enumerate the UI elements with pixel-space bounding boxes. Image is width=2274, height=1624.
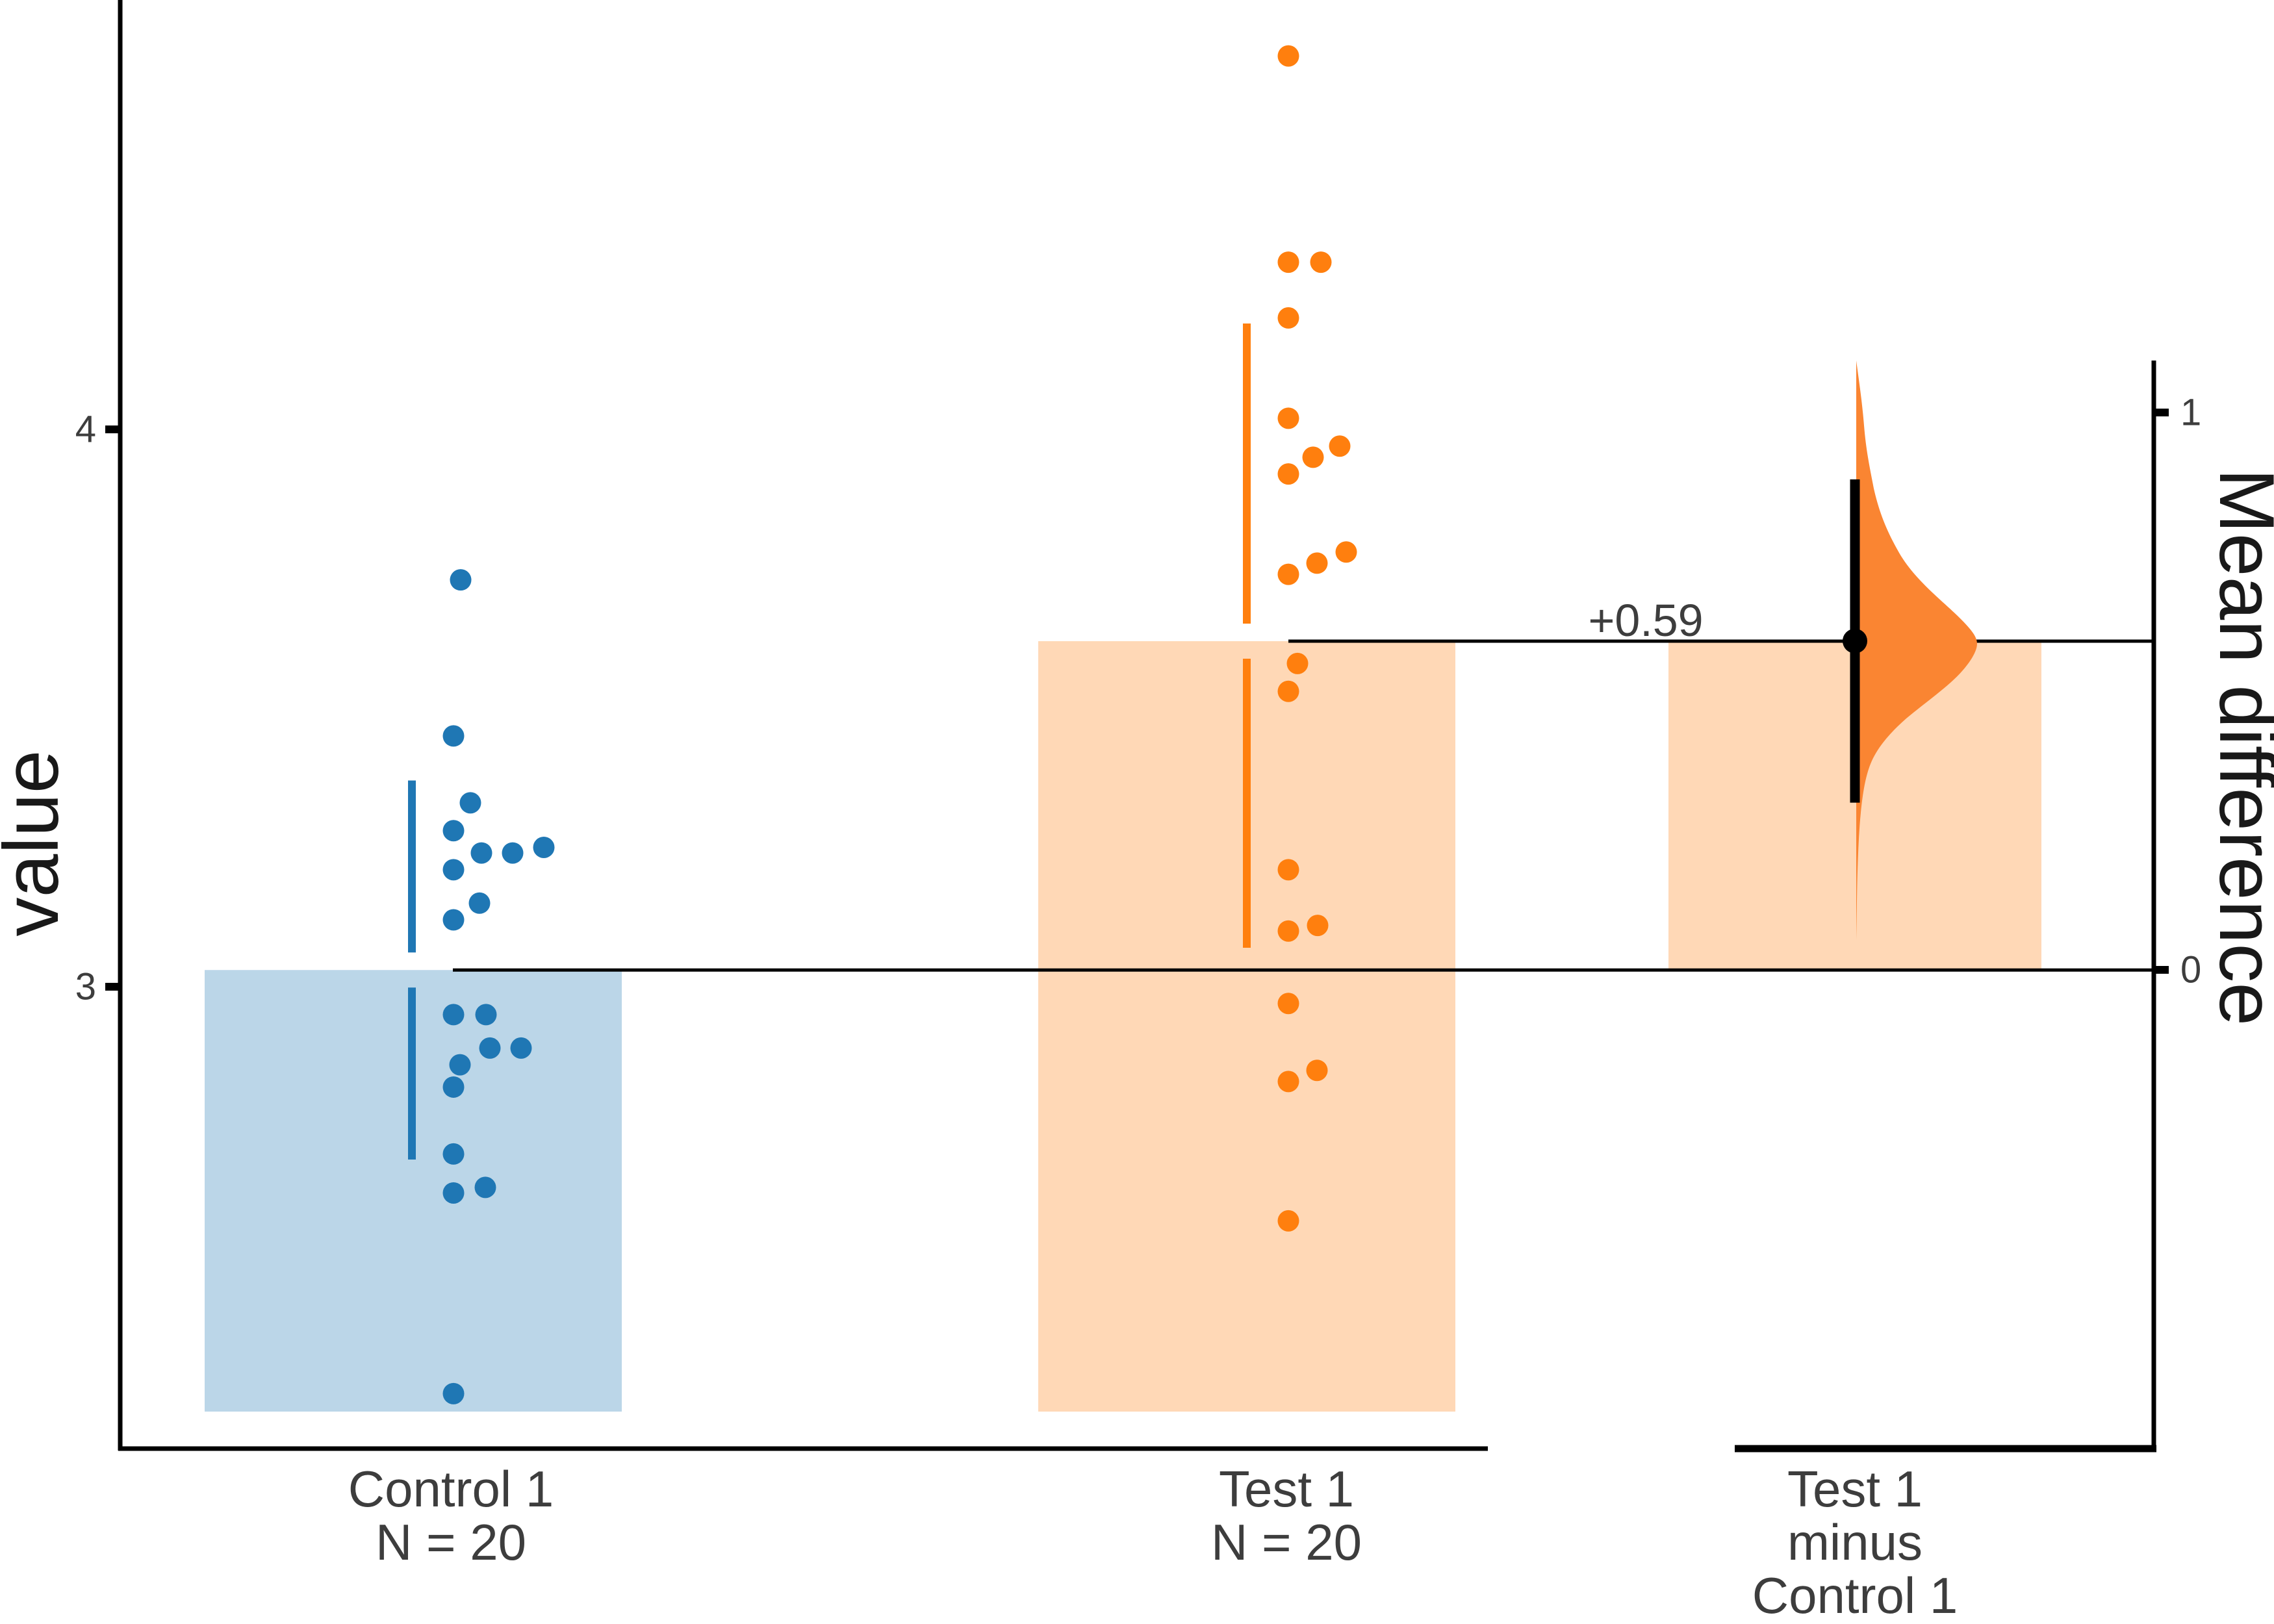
data-point [450,569,472,591]
data-point [442,1076,465,1098]
mean-lines-layer [453,639,2154,972]
labels-layer: value Mean difference 4 3 1 0 +0.59 Cont… [0,392,2274,1624]
ci-layer [1843,479,1867,803]
data-point [1310,251,1332,273]
mean-difference-annotation: +0.59 [1588,595,1703,646]
right-tick-label-0: 0 [2180,949,2201,991]
axes-layer [105,0,2169,1453]
data-point [442,725,465,747]
data-point [442,859,465,881]
sd-lines-layer [408,323,1251,1160]
data-point [1277,307,1299,329]
data-point [479,1037,501,1059]
data-point [442,909,465,931]
bootstrap-distribution-curve [1856,361,1977,940]
data-point [1277,407,1299,429]
left-tick-label-4: 4 [75,409,96,451]
difference-label-line2: minus [1787,1514,1923,1571]
bars-layer [205,641,2041,1412]
data-point [459,792,481,814]
data-point [510,1037,532,1059]
data-point [442,1004,465,1026]
data-point [1277,1071,1299,1093]
data-point [449,1054,471,1076]
data-point [442,1382,465,1404]
data-point [1286,652,1309,674]
data-point [1302,446,1324,468]
test-group-n-label: N = 20 [1211,1514,1362,1571]
data-point [468,892,491,914]
data-point [1306,1059,1328,1082]
effect-size-dot [1843,628,1867,653]
data-point [474,1176,496,1199]
data-point [1306,552,1328,574]
data-point [1277,859,1299,881]
data-point [1329,435,1351,457]
right-tick-label-1: 1 [2180,392,2201,434]
data-point [1277,680,1299,702]
data-point [1277,563,1299,585]
control-group-label: Control 1 [348,1460,554,1517]
difference-label-line1: Test 1 [1787,1460,1923,1517]
bootstrap-violin-layer [1856,361,1977,940]
y-axis-title: value [0,750,75,937]
data-point [1307,915,1329,937]
data-point [1277,45,1299,67]
data-point [502,842,524,864]
data-point [470,842,492,864]
test-group-label: Test 1 [1219,1460,1354,1517]
data-point [1277,251,1299,273]
data-point [1335,541,1357,563]
data-point [1277,463,1299,485]
data-point [442,1143,465,1165]
data-point [442,1182,465,1204]
data-point [475,1004,497,1026]
data-point [533,837,555,858]
data-point [442,820,465,842]
data-point [1277,993,1299,1015]
data-point [1277,1210,1299,1232]
data-point [1277,920,1299,942]
difference-label-line3: Control 1 [1752,1567,1958,1624]
left-tick-label-3: 3 [75,966,96,1008]
right-axis-title: Mean difference [2203,468,2274,1026]
control-group-n-label: N = 20 [376,1514,526,1571]
swarm-dots-layer [442,45,1357,1404]
